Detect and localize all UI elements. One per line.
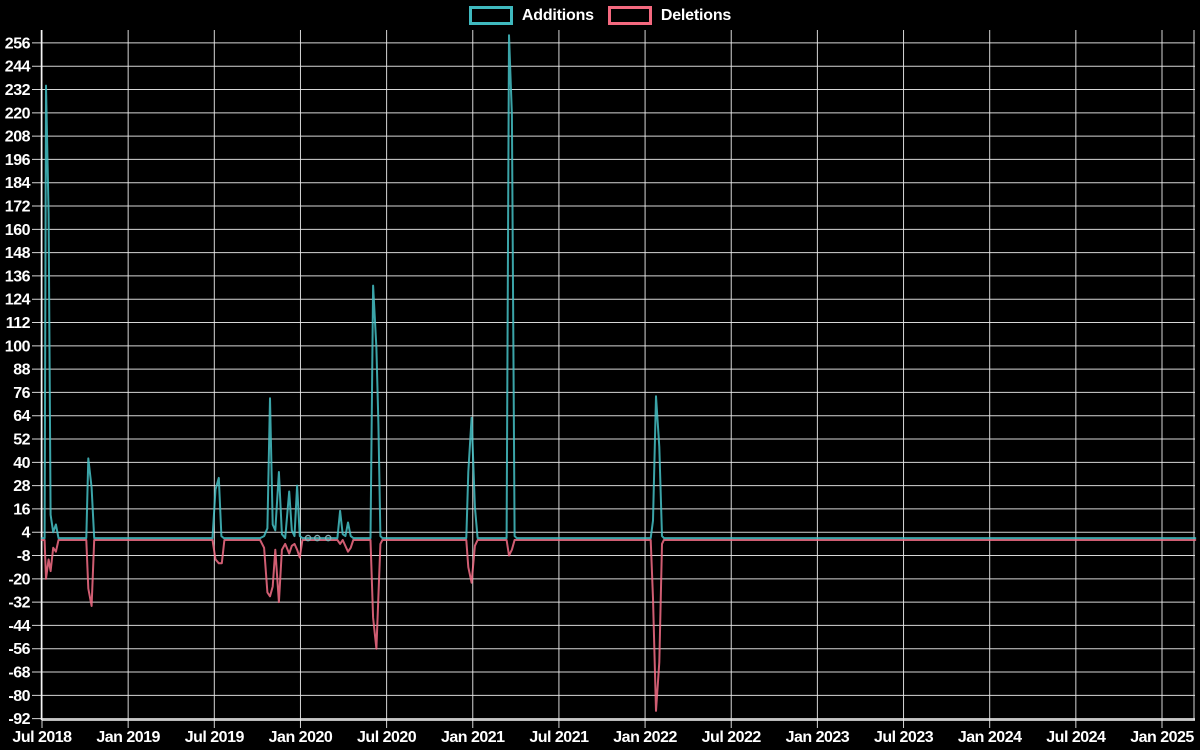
data-point-marker <box>304 534 312 542</box>
y-tick-label: 256 <box>5 35 31 52</box>
y-tick-label: 196 <box>5 152 31 169</box>
data-point-marker <box>313 534 321 542</box>
additions-swatch-icon <box>468 6 513 25</box>
y-tick-label: -44 <box>8 618 30 635</box>
y-tick-label: 4 <box>22 525 31 542</box>
legend-item-deletions[interactable]: Deletions <box>607 6 732 25</box>
y-tick-label: 172 <box>5 199 31 216</box>
deletions-swatch-icon <box>607 6 652 25</box>
x-tick-label: Jan 2019 <box>96 729 160 746</box>
x-tick-label: Jul 2020 <box>357 729 417 746</box>
y-gridlines <box>32 42 1195 720</box>
y-tick-label: 64 <box>13 408 30 425</box>
y-tick-label: 76 <box>13 385 30 402</box>
deletions-line <box>41 539 1197 712</box>
y-tick-label: 100 <box>5 338 31 355</box>
y-tick-label: -68 <box>8 665 30 682</box>
x-tick-label: Jan 2024 <box>958 729 1022 746</box>
x-tick-label: Jul 2022 <box>702 729 762 746</box>
x-tick-label: Jan 2023 <box>786 729 850 746</box>
x-tick-label: Jan 2022 <box>613 729 677 746</box>
y-tick-label: -8 <box>17 548 31 565</box>
additions-line <box>41 34 1197 540</box>
y-tick-label: 148 <box>5 245 31 262</box>
y-tick-label: -32 <box>8 595 30 612</box>
x-tick-label: Jul 2024 <box>1046 729 1106 746</box>
point-markers <box>304 534 332 542</box>
y-tick-label: -56 <box>8 641 30 658</box>
chart-legend: Additions Deletions <box>0 6 1200 25</box>
x-tick-label: Jul 2021 <box>529 729 589 746</box>
y-tick-label: 28 <box>13 478 30 495</box>
axes <box>40 30 1195 721</box>
y-tick-label: 136 <box>5 268 31 285</box>
y-tick-labels: 256 244 232 220 208 196 184 172 160 148 136 124 112 1… <box>5 35 31 728</box>
y-tick-label: 88 <box>13 362 30 379</box>
x-tick-label: Jan 2025 <box>1130 729 1194 746</box>
data-point-marker <box>324 534 332 542</box>
y-tick-label: 220 <box>5 105 31 122</box>
x-gridlines <box>41 30 1195 728</box>
y-tick-label: -20 <box>8 571 30 588</box>
y-tick-label: 40 <box>13 455 30 472</box>
x-tick-label: Jan 2020 <box>269 729 333 746</box>
y-tick-label: 244 <box>5 59 31 76</box>
y-tick-label: 208 <box>5 129 31 146</box>
y-tick-label: -92 <box>8 711 30 728</box>
y-tick-label: 160 <box>5 222 31 239</box>
y-tick-label: 112 <box>6 315 31 332</box>
y-tick-label: 184 <box>5 175 31 192</box>
legend-label-additions: Additions <box>521 6 594 24</box>
legend-item-additions[interactable]: Additions <box>468 6 594 25</box>
y-tick-label: -80 <box>8 688 30 705</box>
x-tick-label: Jul 2018 <box>12 729 72 746</box>
x-tick-label: Jul 2023 <box>874 729 934 746</box>
legend-label-deletions: Deletions <box>660 6 732 24</box>
y-tick-label: 52 <box>13 432 30 449</box>
y-tick-label: 232 <box>5 82 31 99</box>
x-tick-labels: Jul 2018 Jan 2019 Jul 2019 Jan 2020 Jul 2020… <box>12 729 1194 746</box>
y-tick-label: 124 <box>5 292 31 309</box>
x-tick-label: Jan 2021 <box>441 729 505 746</box>
x-tick-label: Jul 2019 <box>185 729 245 746</box>
y-tick-label: 16 <box>13 501 30 518</box>
